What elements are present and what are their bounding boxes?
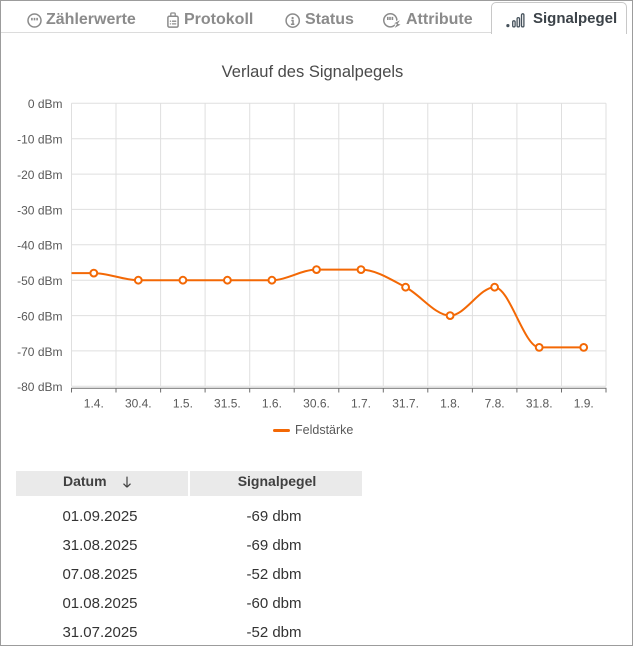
svg-text:31.8.: 31.8. <box>526 397 553 411</box>
svg-text:-20 dBm: -20 dBm <box>17 168 62 182</box>
svg-text:30.4.: 30.4. <box>125 397 152 411</box>
svg-text:0 dBm: 0 dBm <box>28 97 63 111</box>
svg-text:1.9.: 1.9. <box>574 397 594 411</box>
svg-text:1.7.: 1.7. <box>351 397 371 411</box>
svg-text:7.8.: 7.8. <box>485 397 505 411</box>
svg-text:30.6.: 30.6. <box>303 397 330 411</box>
svg-text:-80 dBm: -80 dBm <box>17 380 62 394</box>
svg-text:31.7.: 31.7. <box>392 397 419 411</box>
svg-text:-40 dBm: -40 dBm <box>17 239 62 253</box>
svg-text:-30 dBm: -30 dBm <box>17 203 62 217</box>
svg-text:1.6.: 1.6. <box>262 397 282 411</box>
svg-text:-50 dBm: -50 dBm <box>17 274 62 288</box>
svg-text:-10 dBm: -10 dBm <box>17 133 62 147</box>
svg-text:-60 dBm: -60 dBm <box>17 310 62 324</box>
svg-text:1.5.: 1.5. <box>173 397 193 411</box>
svg-text:1.4.: 1.4. <box>84 397 104 411</box>
svg-text:-70 dBm: -70 dBm <box>17 345 62 359</box>
svg-text:1.8.: 1.8. <box>440 397 460 411</box>
svg-text:31.5.: 31.5. <box>214 397 241 411</box>
